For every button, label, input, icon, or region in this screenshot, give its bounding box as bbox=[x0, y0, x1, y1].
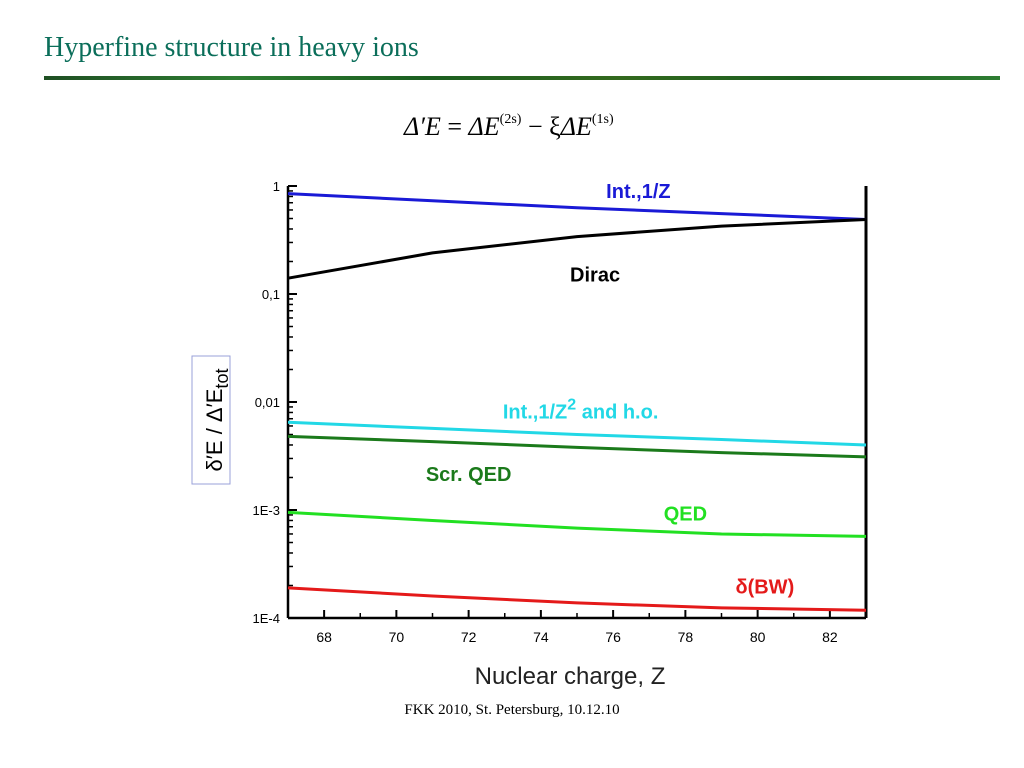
x-tick-label: 68 bbox=[316, 629, 332, 645]
series-label-1: Dirac bbox=[570, 264, 620, 286]
x-tick-label: 74 bbox=[533, 629, 549, 645]
series-label-0: Int.,1/Z bbox=[606, 181, 670, 203]
series-label-3: Scr. QED bbox=[426, 464, 512, 486]
series-line-3 bbox=[287, 434, 867, 459]
y-axis-title: δ′E / Δ′Etot bbox=[202, 369, 232, 472]
x-tick-label: 78 bbox=[678, 629, 694, 645]
formula-lhs: Δ′E bbox=[404, 112, 441, 141]
series-line-2 bbox=[287, 420, 867, 447]
series-label-5: δ(BW) bbox=[735, 577, 794, 599]
y-tick-label: 0,1 bbox=[262, 287, 280, 302]
formula-term-1s: ΔE bbox=[560, 112, 592, 141]
x-tick-label: 80 bbox=[750, 629, 766, 645]
x-tick-label: 76 bbox=[605, 629, 621, 645]
formula-term-2s: ΔE bbox=[468, 112, 500, 141]
axis-ticks: 1 0,1 0,01 1E-3 1E-4 68 70 72 74 76 78 80 82 bbox=[253, 179, 868, 645]
formula-sup-2s: (2s) bbox=[499, 112, 522, 127]
formula-equals: = bbox=[440, 112, 469, 141]
series-label-layer: Int.,1/Z Dirac Int.,1/Z2 and h.o. Scr. QED Q… bbox=[426, 181, 794, 598]
title-divider bbox=[44, 76, 1000, 80]
series-label-2: Int.,1/Z2 and h.o. bbox=[503, 397, 659, 424]
series-label-4: QED bbox=[664, 503, 707, 525]
hfs-formula: Δ′E = ΔE(2s) − ξΔE(1s) bbox=[404, 112, 614, 142]
x-tick-label: 72 bbox=[461, 629, 477, 645]
footer-text: FKK 2010, St. Petersburg, 10.12.10 bbox=[404, 702, 620, 718]
y-tick-label: 0,01 bbox=[255, 395, 280, 410]
x-tick-label: 70 bbox=[389, 629, 405, 645]
y-tick-label: 1E-4 bbox=[253, 611, 280, 626]
y-tick-label: 1E-3 bbox=[253, 503, 280, 518]
series-line-4 bbox=[287, 510, 867, 538]
x-tick-label: 82 bbox=[822, 629, 838, 645]
series-line-1 bbox=[287, 218, 867, 280]
hfs-chart: 1 0,1 0,01 1E-3 1E-4 68 70 72 74 76 78 80 82 Int.,1/… bbox=[191, 179, 868, 690]
formula-sup-1s: (1s) bbox=[591, 112, 614, 127]
series-line-5 bbox=[287, 586, 867, 612]
x-axis-title: Nuclear charge, Z bbox=[475, 663, 666, 690]
formula-minus-xi: − ξ bbox=[521, 112, 561, 141]
series-line-0 bbox=[287, 192, 867, 221]
y-axis-title-box bbox=[191, 355, 231, 485]
slide-title: Hyperfine structure in heavy ions bbox=[44, 32, 419, 63]
y-tick-label: 1 bbox=[273, 179, 280, 194]
series-layer bbox=[287, 192, 867, 612]
